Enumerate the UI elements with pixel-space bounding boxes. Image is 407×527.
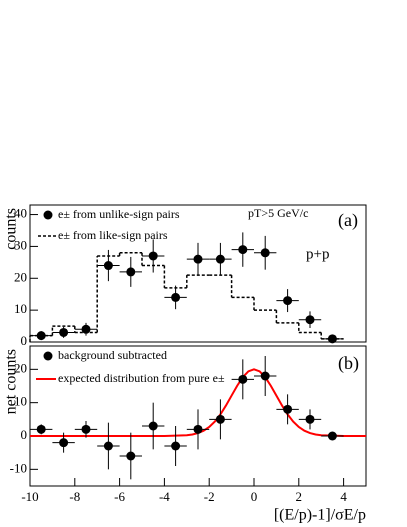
data-point: [103, 261, 113, 271]
data-point: [148, 251, 158, 261]
data-point: [126, 267, 136, 277]
data-point: [305, 414, 315, 424]
data-point: [103, 441, 113, 451]
data-point: [148, 421, 158, 431]
annotation: (a): [338, 210, 358, 231]
data-point: [238, 374, 248, 384]
frame: [29, 345, 367, 487]
x-tick-label: -10: [21, 489, 38, 504]
data-point: [171, 292, 181, 302]
y-tick-label: 0: [21, 333, 28, 348]
data-point: [260, 371, 270, 381]
data-point: [215, 254, 225, 264]
annotation: (b): [338, 353, 359, 374]
legend-label: e± from like-sign pairs: [58, 228, 168, 242]
x-tick-label: 4: [340, 489, 347, 504]
legend-label: background subtracted: [58, 348, 167, 362]
data-point: [215, 414, 225, 424]
data-point: [59, 438, 69, 448]
data-point: [238, 245, 248, 255]
y-tick-label: 20: [14, 360, 27, 375]
y-tick-label: 10: [14, 301, 27, 316]
y-tick-label: 0: [21, 427, 28, 442]
data-point: [81, 424, 91, 434]
annotation: p+p: [306, 246, 329, 262]
annotation: pT>5 GeV/c: [248, 206, 308, 220]
data-point: [305, 315, 315, 325]
legend-label: e± from unlike-sign pairs: [58, 207, 180, 221]
data-point: [81, 324, 91, 334]
data-point: [36, 424, 46, 434]
y-tick-label: 20: [14, 269, 27, 284]
x-tick-label: -4: [159, 489, 170, 504]
y-tick-label: 10: [14, 394, 27, 409]
data-point: [327, 431, 337, 441]
data-point: [283, 404, 293, 414]
data-point: [260, 248, 270, 258]
legend-marker: [43, 210, 53, 220]
data-point: [283, 296, 293, 306]
data-point: [36, 331, 46, 341]
x-tick-label: 0: [251, 489, 258, 504]
y-tick-label: 40: [14, 206, 27, 221]
y-tick-label: -10: [10, 460, 27, 475]
legend-label: expected distribution from pure e±: [58, 371, 225, 385]
data-point: [193, 424, 203, 434]
y-tick-label: 30: [14, 237, 27, 252]
legend-marker: [43, 351, 53, 361]
data-point: [126, 451, 136, 461]
x-tick-label: -8: [69, 489, 80, 504]
data-point: [327, 334, 337, 344]
x-tick-label: -2: [204, 489, 215, 504]
data-point: [171, 441, 181, 451]
data-point: [193, 254, 203, 264]
data-point: [59, 327, 69, 337]
y-axis-label: counts: [3, 208, 20, 250]
x-tick-label: -6: [114, 489, 125, 504]
x-axis-label: [(E/p)-1]/σE/p: [274, 507, 366, 524]
frame: [29, 204, 367, 343]
y-axis-label: net counts: [3, 349, 20, 414]
x-tick-label: 2: [296, 489, 303, 504]
